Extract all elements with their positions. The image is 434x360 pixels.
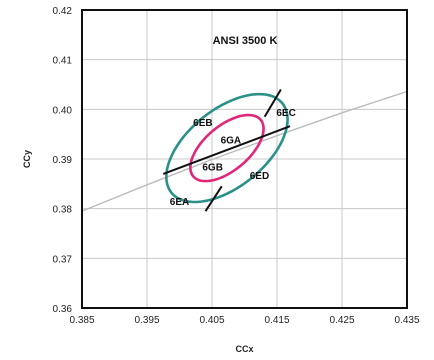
ellipse-0 [164, 92, 289, 204]
division-layer [162, 88, 291, 212]
x-tick-label-3: 0.415 [264, 315, 289, 326]
x-tick-labels: 0.385 0.395 0.405 0.415 0.425 0.435 [69, 315, 419, 326]
bin-label-6ed: 6ED [250, 171, 269, 182]
x-tick-label-2: 0.405 [199, 315, 224, 326]
y-tick-label-1: 0.37 [53, 254, 73, 265]
x-tick-label-1: 0.395 [134, 315, 159, 326]
y-tick-label-2: 0.38 [53, 205, 73, 216]
y-tick-label-4: 0.40 [53, 105, 73, 116]
bin-label-6gb: 6GB [202, 162, 223, 173]
grid-lines [81, 9, 408, 309]
division-line-1 [204, 185, 223, 212]
bin-label-6ec: 6EC [276, 108, 295, 119]
ellipse-layer [164, 92, 289, 204]
chart-title: ANSI 3500 K [213, 35, 278, 47]
y-tick-label-5: 0.41 [53, 56, 73, 67]
blackbody-locus [81, 90, 408, 212]
bin-label-6eb: 6EB [193, 118, 212, 129]
x-axis-title: CCx [235, 344, 253, 354]
y-tick-label-0: 0.36 [53, 304, 73, 315]
division-line-0 [162, 125, 291, 175]
y-tick-label-3: 0.39 [53, 155, 73, 166]
y-tick-label-6: 0.42 [53, 6, 73, 17]
y-axis-title: CCy [22, 150, 32, 168]
bin-label-6ea: 6EA [170, 197, 189, 208]
ellipse-1 [188, 113, 265, 183]
bin-label-6ga: 6GA [221, 136, 242, 147]
x-tick-label-0: 0.385 [69, 315, 94, 326]
blackbody-curve [81, 90, 408, 212]
division-line-2 [263, 88, 282, 118]
bin-labels: 6EB 6EC 6GA 6GB 6ED 6EA [170, 108, 296, 208]
plot-frame [81, 9, 408, 309]
y-tick-labels: 0.36 0.37 0.38 0.39 0.40 0.41 0.42 [53, 6, 73, 315]
x-tick-label-4: 0.425 [329, 315, 354, 326]
x-tick-label-5: 0.435 [394, 315, 419, 326]
